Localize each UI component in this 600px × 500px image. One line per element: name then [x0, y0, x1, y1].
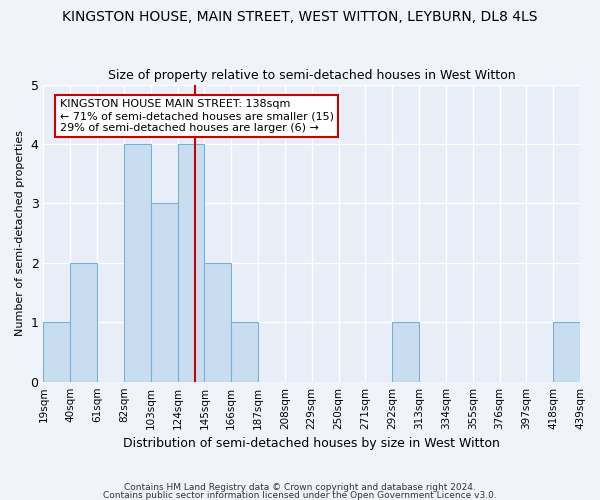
Bar	[70, 263, 97, 382]
Y-axis label: Number of semi-detached properties: Number of semi-detached properties	[15, 130, 25, 336]
Bar	[151, 204, 178, 382]
Text: Contains public sector information licensed under the Open Government Licence v3: Contains public sector information licen…	[103, 491, 497, 500]
Bar	[178, 144, 205, 382]
Title: Size of property relative to semi-detached houses in West Witton: Size of property relative to semi-detach…	[108, 69, 515, 82]
Bar	[392, 322, 419, 382]
Text: KINGSTON HOUSE MAIN STREET: 138sqm
← 71% of semi-detached houses are smaller (15: KINGSTON HOUSE MAIN STREET: 138sqm ← 71%…	[59, 100, 334, 132]
Bar	[43, 322, 70, 382]
Bar	[553, 322, 580, 382]
Bar	[205, 263, 231, 382]
Text: KINGSTON HOUSE, MAIN STREET, WEST WITTON, LEYBURN, DL8 4LS: KINGSTON HOUSE, MAIN STREET, WEST WITTON…	[62, 10, 538, 24]
Bar	[124, 144, 151, 382]
X-axis label: Distribution of semi-detached houses by size in West Witton: Distribution of semi-detached houses by …	[123, 437, 500, 450]
Bar	[231, 322, 258, 382]
Text: Contains HM Land Registry data © Crown copyright and database right 2024.: Contains HM Land Registry data © Crown c…	[124, 484, 476, 492]
